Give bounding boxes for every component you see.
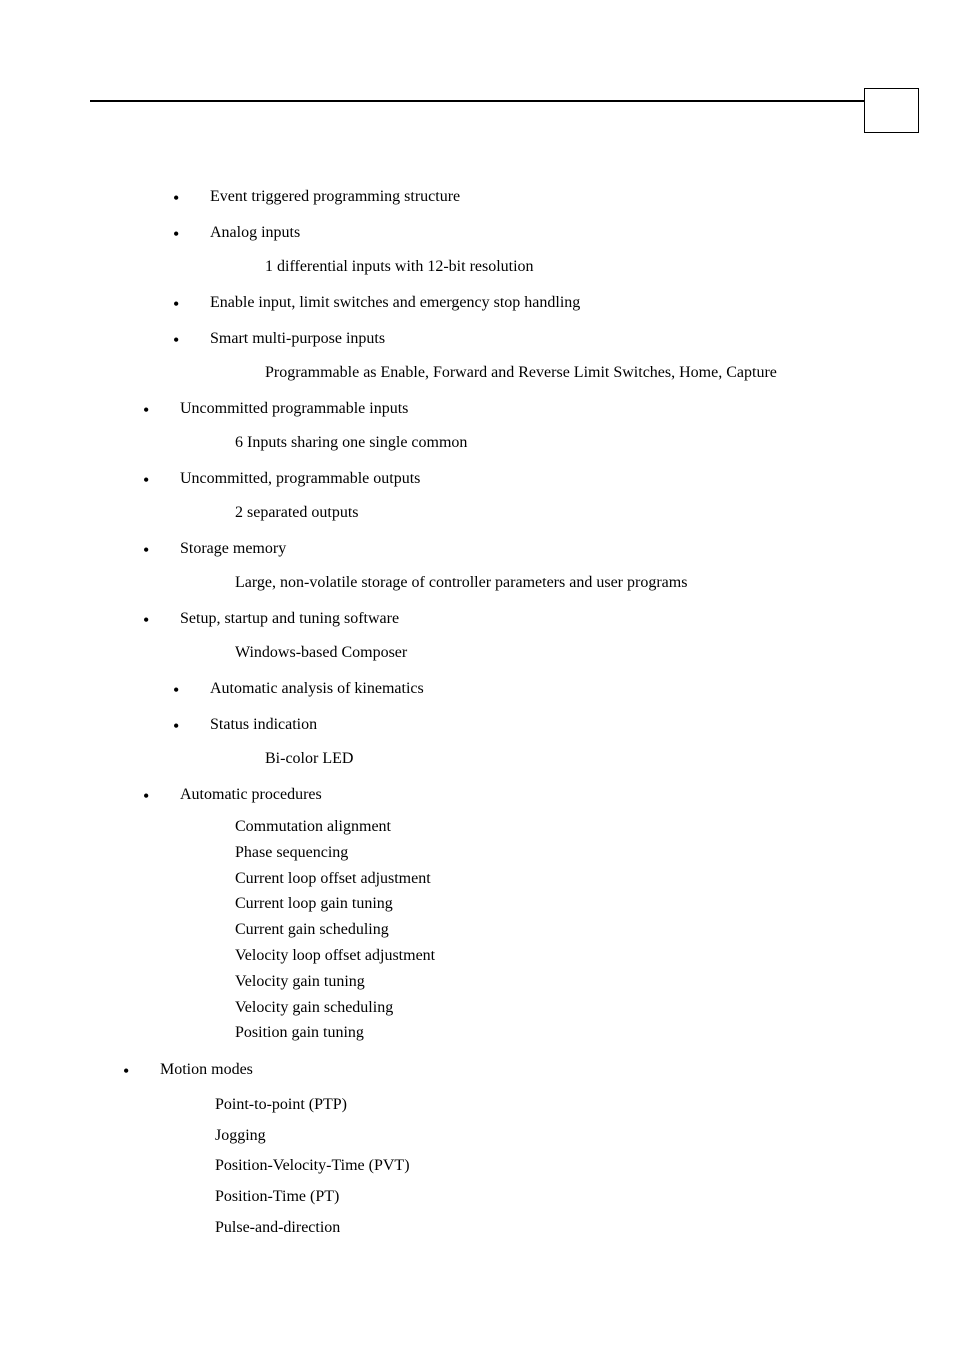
- list-item: Automatic procedures Commutation alignmen…: [125, 783, 864, 1046]
- motionlist-item: Pulse-and-direction: [215, 1213, 864, 1243]
- sublist-item: Velocity loop offset adjustment: [235, 944, 864, 969]
- list-item-text: Setup, startup and tuning software: [180, 610, 399, 627]
- sublist-item: Commutation alignment: [235, 815, 864, 840]
- list-item: Motion modesPoint-to-point (PTP)JoggingP…: [105, 1058, 864, 1242]
- motionlist-item: Position-Velocity-Time (PVT): [215, 1151, 864, 1181]
- list-item-subtext: 2 separated outputs: [235, 501, 864, 525]
- sublist-item: Current gain scheduling: [235, 918, 864, 943]
- sublist-item: Velocity gain tuning: [235, 970, 864, 995]
- motionlist-item: Jogging: [215, 1121, 864, 1151]
- list-item-text: Smart multi-purpose inputs: [210, 330, 385, 347]
- list-item: Storage memory Large, non-volatile storag…: [125, 537, 864, 595]
- document-content: Event triggered programming structure Ana…: [155, 185, 864, 1254]
- list-item-motionlist: Point-to-point (PTP)JoggingPosition-Velo…: [215, 1090, 864, 1242]
- list-item-subtext: Windows-based Composer: [235, 641, 864, 665]
- list-item: Automatic analysis of kinematics: [155, 677, 864, 701]
- list-item-subtext: Programmable as Enable, Forward and Reve…: [265, 361, 864, 385]
- list-item-text: Storage memory: [180, 540, 286, 557]
- sublist-item: Current loop gain tuning: [235, 892, 864, 917]
- list-item-text: Event triggered programming structure: [210, 188, 460, 205]
- sublist-item: Phase sequencing: [235, 841, 864, 866]
- list-item-text: Analog inputs: [210, 224, 300, 241]
- list-item-text: Enable input, limit switches and emergen…: [210, 294, 580, 311]
- list-item-text: Automatic procedures: [180, 786, 322, 803]
- list-item-text: Status indication: [210, 716, 317, 733]
- sublist-item: Position gain tuning: [235, 1021, 864, 1046]
- list-item-subtext: 6 Inputs sharing one single common: [235, 431, 864, 455]
- list-item-text: Uncommitted programmable inputs: [180, 400, 408, 417]
- list-item-subtext: 1 differential inputs with 12-bit resolu…: [265, 255, 864, 279]
- header-divider-line: [90, 100, 919, 102]
- sublist-item: Current loop offset adjustment: [235, 867, 864, 892]
- list-item: Smart multi-purpose inputs Programmable a…: [155, 327, 864, 385]
- list-item: Status indication Bi-color LED: [155, 713, 864, 771]
- list-item-text: Uncommitted, programmable outputs: [180, 470, 420, 487]
- list-item: Enable input, limit switches and emergen…: [155, 291, 864, 315]
- list-item-text: Motion modes: [160, 1061, 253, 1078]
- list-item-subtext: Large, non-volatile storage of controlle…: [235, 571, 864, 595]
- list-item: Setup, startup and tuning software Window…: [125, 607, 864, 665]
- feature-list: Event triggered programming structure Ana…: [155, 185, 864, 1242]
- list-item: Uncommitted, programmable outputs 2 separ…: [125, 467, 864, 525]
- list-item: Analog inputs 1 differential inputs with …: [155, 221, 864, 279]
- motionlist-item: Position-Time (PT): [215, 1182, 864, 1212]
- sublist-item: Velocity gain scheduling: [235, 996, 864, 1021]
- list-item-subtext: Bi-color LED: [265, 747, 864, 771]
- header-page-box: [864, 88, 919, 133]
- list-item-sublist: Commutation alignmentPhase sequencingCur…: [235, 815, 864, 1046]
- list-item: Uncommitted programmable inputs 6 Inputs …: [125, 397, 864, 455]
- motionlist-item: Point-to-point (PTP): [215, 1090, 864, 1120]
- list-item-text: Automatic analysis of kinematics: [210, 680, 424, 697]
- list-item: Event triggered programming structure: [155, 185, 864, 209]
